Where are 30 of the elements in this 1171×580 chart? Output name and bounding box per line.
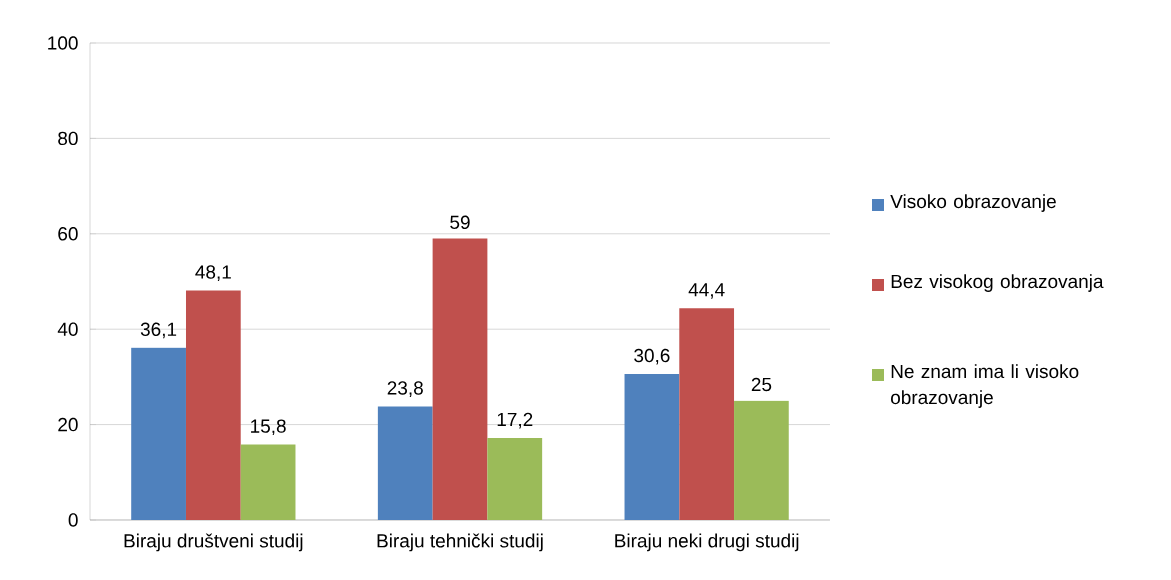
- data-label: 15,8: [251, 419, 286, 436]
- legend-label: Ne znam ima li visoko obrazovanje: [891, 364, 1079, 408]
- bar: [487, 437, 543, 520]
- y-tick-label: 40: [57, 322, 78, 336]
- legend-label: Visoko obrazovanje: [890, 194, 1056, 212]
- bar: [624, 374, 680, 520]
- bar: [734, 400, 789, 520]
- x-tick-label: Biraju tehnički studij: [377, 533, 543, 552]
- bar: [240, 444, 296, 520]
- y-tick-label: 80: [58, 131, 78, 146]
- legend-label: Bez visokog obrazovanja: [891, 274, 1104, 292]
- bar: [377, 406, 433, 520]
- y-tick-label: 60: [58, 227, 78, 241]
- data-label: 30,6: [634, 348, 670, 365]
- bar: [185, 290, 241, 520]
- data-label: 36,1: [140, 322, 177, 339]
- data-label: 59: [450, 215, 470, 230]
- bar: [432, 238, 488, 520]
- x-tick-label: Biraju društveni studij: [124, 533, 303, 552]
- y-tick-label: 100: [48, 36, 78, 50]
- y-tick-label: 20: [58, 417, 78, 432]
- data-label: 44,4: [688, 283, 725, 299]
- data-label: 23,8: [387, 381, 423, 397]
- data-label: 48,1: [195, 265, 231, 282]
- bar: [679, 308, 735, 520]
- x-tick-label: Biraju neki drugi studij: [615, 533, 799, 552]
- data-label: 25: [751, 377, 772, 392]
- bar: [131, 347, 186, 520]
- y-tick-label: 0: [68, 513, 78, 527]
- data-label: 17,2: [497, 412, 533, 429]
